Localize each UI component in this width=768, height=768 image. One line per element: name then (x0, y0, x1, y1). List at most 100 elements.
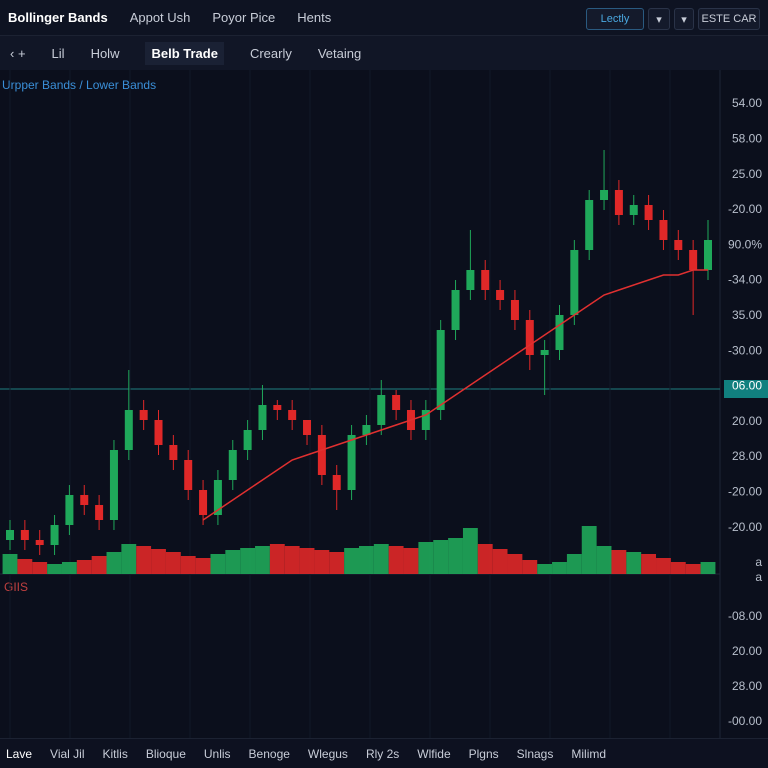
candle-body (614, 190, 623, 215)
volume-bar (626, 552, 642, 574)
menu[interactable]: Hents (297, 10, 332, 25)
candle-body (228, 450, 237, 480)
price-label: -20.00 (728, 520, 762, 534)
volume-bar (596, 546, 612, 574)
tab[interactable]: Blioque (145, 746, 186, 761)
candle-body (184, 460, 193, 490)
toolbar-item[interactable]: Holw (90, 45, 120, 61)
menu[interactable]: Appot Ush (129, 10, 191, 25)
button[interactable]: Lectly (586, 8, 644, 30)
volume-bar (61, 562, 77, 574)
header: Bollinger Bands Appot Ush Poyor Pice Hen… (0, 0, 768, 36)
candle-body (451, 290, 460, 330)
candle-body (243, 430, 252, 450)
tab[interactable]: Vial Jil (50, 746, 85, 761)
price-label: 28.00 (732, 449, 762, 463)
price-label: -20.00 (728, 202, 762, 216)
title: Bollinger Bands (8, 10, 108, 25)
volume-bar (522, 560, 538, 574)
candle-body (288, 410, 297, 420)
candle-body (362, 425, 371, 435)
volume-bar (670, 562, 686, 574)
volume-bar (611, 550, 627, 574)
candle-body (124, 410, 133, 450)
toolbar: ‹ + Lil Holw Belb Trade Crearly Vetaing (0, 36, 768, 70)
candle-body (20, 530, 29, 540)
price-label: a (755, 570, 762, 584)
candle-body (35, 540, 44, 545)
tab[interactable]: Unlis (203, 746, 231, 761)
candle-body (317, 435, 326, 475)
volume-bar (373, 544, 389, 574)
candle-body (377, 395, 386, 425)
volume-bar (388, 546, 404, 574)
toolbar-item[interactable]: Lil (51, 45, 65, 61)
candle-body (169, 445, 178, 460)
candle-body (510, 300, 519, 320)
toolbar-item[interactable]: Belb Trade (145, 41, 224, 65)
volume-bar (492, 549, 508, 574)
volume-bar (240, 548, 256, 574)
candle-body (436, 330, 445, 410)
button[interactable]: ESTE CAR (698, 8, 760, 30)
price-label: 20.00 (732, 644, 762, 658)
price-label: 35.00 (732, 308, 762, 322)
tab[interactable]: Kitlis (102, 746, 128, 761)
chart: Urpper Bands / Lower Bands GIIS 54.00 58.… (0, 70, 768, 738)
volume-bar (329, 552, 345, 574)
dropdown[interactable]: ▾ (648, 8, 670, 30)
toolbar-item[interactable]: Vetaing (317, 45, 362, 61)
volume-bar (210, 554, 226, 574)
candle-body (80, 495, 89, 505)
tab[interactable]: Lave (6, 746, 33, 761)
tab[interactable]: Plgns (468, 746, 499, 761)
candle-body (659, 220, 668, 240)
volume-bar (418, 542, 434, 574)
volume-bar (299, 548, 315, 574)
tab[interactable]: Slnags (516, 746, 554, 761)
price-label: 54.00 (732, 96, 762, 110)
candle-body (109, 450, 118, 520)
candle-body (555, 315, 564, 350)
menu[interactable]: Poyor Pice (212, 10, 276, 25)
tab[interactable]: Wlegus (307, 746, 348, 761)
volume-bar (552, 562, 567, 574)
candle-body (704, 240, 712, 270)
volume-bar (462, 528, 478, 574)
volume-bar (685, 564, 701, 574)
volume-bar (359, 546, 374, 574)
volume-bar (537, 564, 553, 574)
toolbar-item[interactable]: ‹ + (10, 45, 26, 61)
price-badge (724, 380, 768, 398)
volume-bar (195, 558, 211, 574)
volume-bar (151, 549, 166, 574)
tab[interactable]: Wlfide (417, 746, 451, 761)
legend: Urpper Bands / Lower Bands (2, 78, 156, 92)
volume-bar (507, 554, 523, 574)
volume-bar (700, 562, 716, 574)
tab[interactable]: Milimd (571, 746, 607, 761)
candle-body (95, 505, 104, 520)
price-label: 25.00 (732, 167, 762, 181)
tabs: Lave Vial Jil Kitlis Blioque Unlis Benoge Wleg… (0, 738, 768, 768)
candle-body (585, 200, 594, 250)
volume-bar (32, 562, 48, 574)
volume-bar (121, 544, 137, 574)
candle-body (332, 475, 341, 490)
candle-body (139, 410, 148, 420)
toolbar-item[interactable]: Crearly (249, 45, 292, 61)
dropdown[interactable]: ▾ (674, 8, 694, 30)
candle-body (258, 405, 267, 430)
candle-body (6, 530, 14, 540)
volume-bar (225, 550, 241, 574)
price-label: -20.00 (728, 484, 762, 498)
candle-body (481, 270, 490, 290)
volume-bar (433, 540, 449, 574)
tab[interactable]: Benoge (248, 746, 290, 761)
volume-bar (76, 560, 92, 574)
volume-bar (180, 556, 196, 574)
tab[interactable]: Rly 2s (365, 746, 400, 761)
candle-body (154, 420, 163, 445)
candle-body (273, 405, 282, 410)
